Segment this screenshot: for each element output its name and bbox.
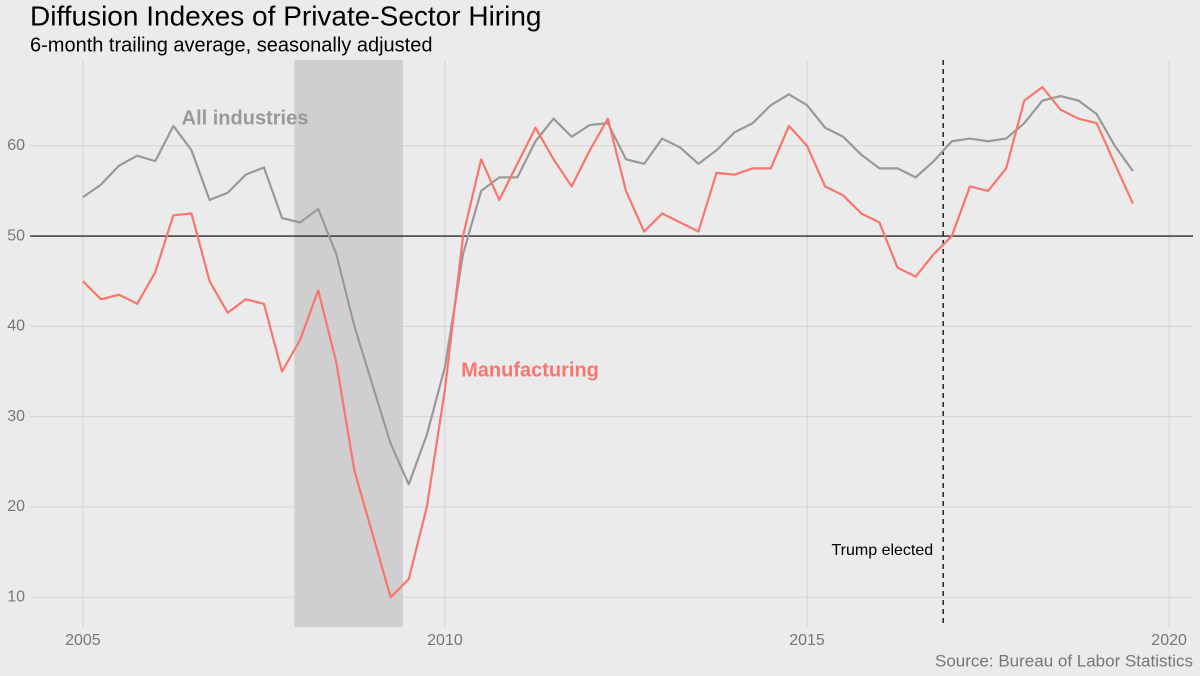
y-tick-label: 30 xyxy=(7,408,25,425)
y-tick-label: 50 xyxy=(7,227,25,244)
chart-title: Diffusion Indexes of Private-Sector Hiri… xyxy=(30,0,542,31)
x-tick-label: 2005 xyxy=(65,632,101,649)
event-label: Trump elected xyxy=(831,542,933,559)
series-line xyxy=(82,85,1134,599)
x-tick-label: 2020 xyxy=(1151,632,1187,649)
y-tick-label: 10 xyxy=(7,588,25,605)
y-tick-label: 40 xyxy=(7,318,25,335)
y-tick-label: 60 xyxy=(7,137,25,154)
x-tick-label: 2015 xyxy=(789,632,825,649)
recession-shade xyxy=(294,60,403,627)
series-line xyxy=(82,93,1134,486)
x-tick-label: 2010 xyxy=(427,632,463,649)
caption: Source: Bureau of Labor Statistics xyxy=(935,651,1193,670)
series-label: All industries xyxy=(182,107,309,129)
series-label: Manufacturing xyxy=(461,359,599,381)
y-tick-label: 20 xyxy=(7,498,25,515)
chart-subtitle: 6-month trailing average, seasonally adj… xyxy=(30,34,432,56)
